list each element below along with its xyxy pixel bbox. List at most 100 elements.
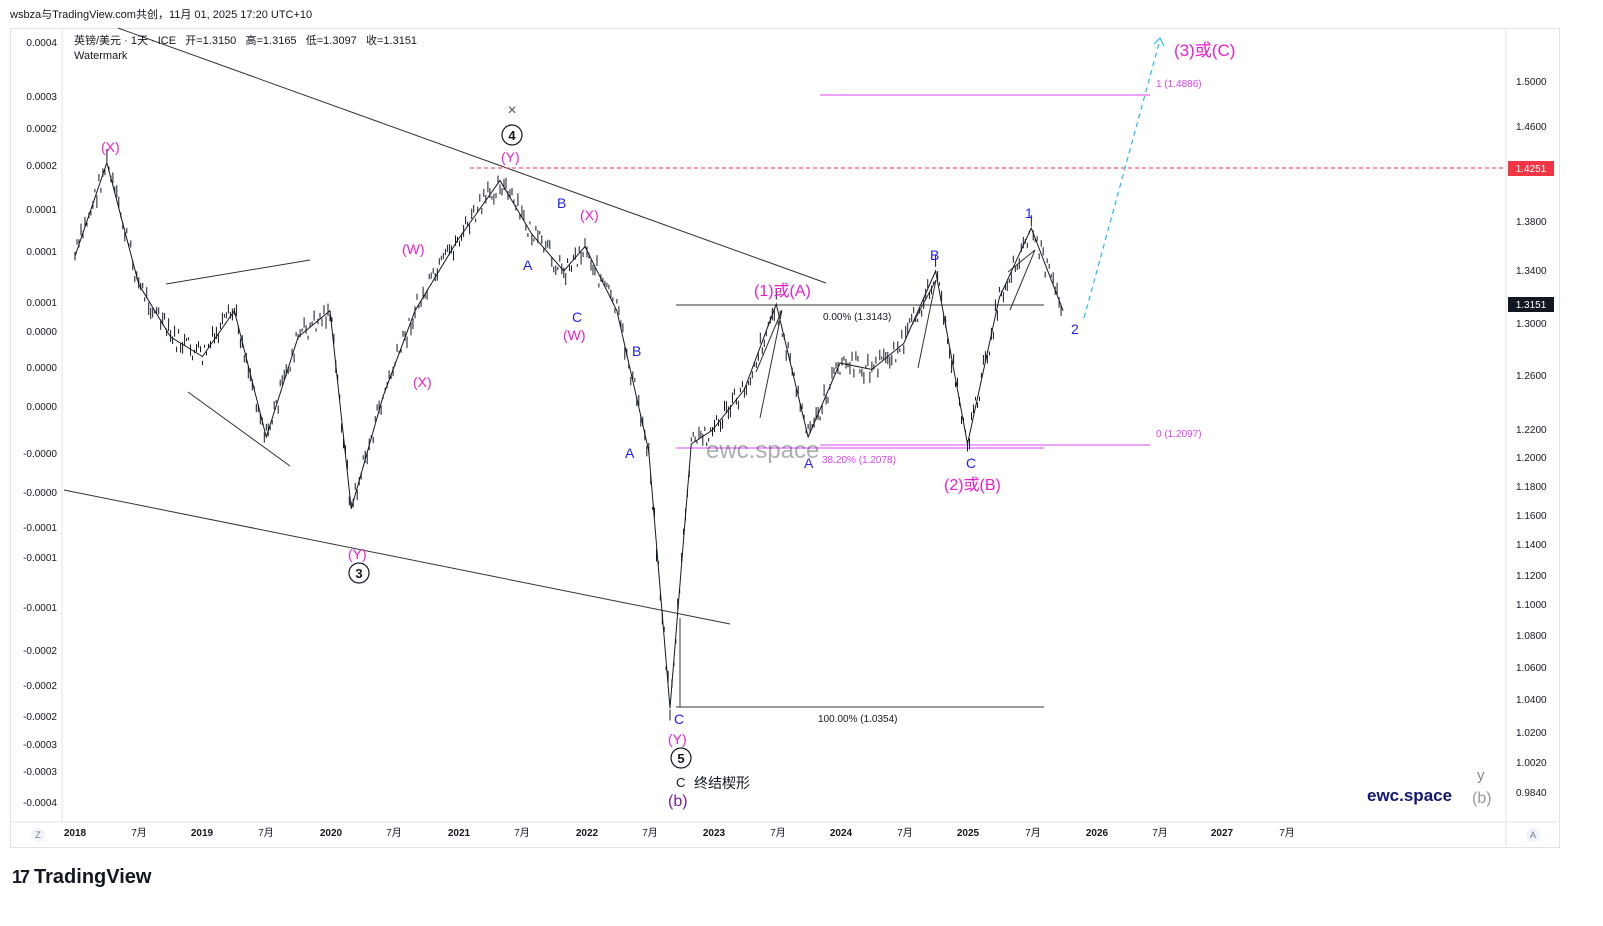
circled-4-text: 4 (508, 128, 516, 143)
legend-open: =1.3150 (196, 35, 237, 47)
legend-symbol: 英镑/美元 · 1天 · ICE (74, 35, 177, 47)
wave-b-paren: (b) (668, 793, 688, 810)
left-axis-tick: -0.0001 (23, 603, 57, 614)
ret-100-label: 100.00% (1.0354) (818, 714, 898, 725)
time-axis-tick: 2019 (191, 828, 214, 839)
wave-1-blue: 1 (1025, 205, 1033, 221)
blue-wave-labels: B A C B A C A B C 1 2 (523, 195, 1079, 727)
time-axis-tick: 7月 (386, 827, 402, 839)
wave-b-2024: B (930, 247, 939, 263)
wave-2-or-b: (2)或(B) (944, 476, 1001, 494)
wave-w-2022: (W) (563, 327, 586, 343)
left-axis-tick: -0.0002 (23, 681, 57, 692)
circled-5-text: 5 (677, 751, 684, 766)
chart-legend: 英镑/美元 · 1天 · ICE 开=1.3150 高=1.3165 低=1.3… (74, 34, 417, 64)
right-axis-tick: 1.0800 (1516, 631, 1547, 642)
left-axis-tick: -0.0000 (23, 449, 57, 460)
wave-y-2021: (Y) (501, 149, 520, 165)
left-axis-tick: -0.0003 (23, 767, 57, 778)
cross-icon: × (507, 102, 516, 119)
left-axis-tick: 0.0000 (26, 363, 57, 374)
time-axis-tick: 2024 (830, 828, 853, 839)
price-series-line[interactable] (74, 160, 1064, 709)
time-axis-tick: 7月 (642, 827, 658, 839)
wave-a-2022: A (625, 445, 635, 461)
upper-channel-line[interactable] (117, 27, 827, 284)
right-axis-tick: 0.9840 (1516, 788, 1547, 799)
wave-c-low: C (674, 711, 684, 727)
time-axis-tick: 7月 (131, 827, 147, 839)
left-axis-tick: -0.0003 (23, 740, 57, 751)
legend-open-label: 开 (185, 35, 197, 47)
magenta-wave-labels: (X) (W) (X) (Y) (Y) (X) (W) (Y) (1)或(A) … (101, 41, 1235, 747)
legend-low: =1.3097 (316, 35, 357, 47)
right-axis-tick: 1.0400 (1516, 695, 1547, 706)
left-axis-tick: 0.0004 (26, 38, 57, 49)
circled-3-text: 3 (355, 566, 362, 581)
time-axis-tick: 2023 (703, 828, 726, 839)
left-axis-tick: 0.0000 (26, 327, 57, 338)
time-axis-tick: 7月 (1152, 827, 1168, 839)
left-axis-tick: -0.0001 (23, 523, 57, 534)
corner-watermark: ewc.space (1367, 786, 1452, 805)
wave-2-blue: 2 (1071, 321, 1079, 337)
chart-frame (10, 28, 1560, 848)
circled-wave-5: 5 (670, 747, 692, 769)
wave-y-2022: (Y) (668, 731, 687, 747)
wave-x-2022: (X) (580, 207, 599, 223)
time-axis-tick: 2018 (64, 828, 87, 839)
time-axis: 2018 7月 2019 7月 2020 7月 2021 7月 2022 7月 2023 7月 2024… (64, 827, 1295, 839)
tradingview-logo[interactable]: 17 TradingView (12, 866, 151, 889)
terminal-wedge-label: 终结楔形 (694, 775, 750, 791)
left-axis-tick: -0.0004 (23, 798, 57, 809)
wedge-2024[interactable] (911, 279, 937, 369)
time-axis-tick: 2025 (957, 828, 980, 839)
circled-wave-4: 4 (501, 124, 523, 146)
left-axis: 0.0004 0.0003 0.0002 0.0002 0.0001 0.0001 0.00… (23, 38, 57, 809)
left-axis-tick: 0.0002 (26, 161, 57, 172)
projection-arrow-icon (1153, 36, 1165, 47)
time-axis-tick: 7月 (514, 827, 530, 839)
right-axis-tick: 1.3400 (1516, 266, 1547, 277)
red-level-badge (1508, 161, 1554, 176)
legend-close-label: 收 (365, 35, 377, 47)
wave-a-2021: A (523, 257, 533, 273)
legend-ohlc-row: 英镑/美元 · 1天 · ICE 开=1.3150 高=1.3165 低=1.3… (74, 34, 417, 49)
wedge-2025[interactable] (1007, 249, 1036, 311)
wave-c-black: C (676, 775, 685, 790)
wave-c-2024: C (966, 455, 976, 471)
wedge-2023[interactable] (755, 309, 783, 419)
center-watermark: ewc.space (706, 437, 819, 464)
lower-channel-line[interactable] (63, 489, 731, 625)
left-axis-tick: -0.0001 (23, 553, 57, 564)
auto-scale-button[interactable]: A (1526, 828, 1540, 842)
zoom-left-button[interactable]: Z (31, 828, 45, 842)
price-series-bars (74, 148, 1062, 721)
fib-1-label: 1 (1.4886) (1156, 79, 1202, 90)
wave-x-2018: (X) (101, 139, 120, 155)
left-axis-tick: -0.0000 (23, 488, 57, 499)
wave-3-or-c: (3)或(C) (1174, 41, 1235, 60)
right-axis-tick: 1.2200 (1516, 425, 1547, 436)
legend-high-label: 高 (245, 35, 257, 47)
fib-0-label: 0 (1.2097) (1156, 429, 1202, 440)
legend-watermark: Watermark (74, 50, 128, 62)
right-axis-tick: 1.2000 (1516, 453, 1547, 464)
time-axis-tick: 7月 (1025, 827, 1041, 839)
ret-382-label: 38.20% (1.2078) (822, 455, 896, 466)
right-axis-tick: 1.0600 (1516, 663, 1547, 674)
corner-y-label: y (1477, 767, 1485, 784)
wave-w-2020: (W) (402, 241, 425, 257)
triangle-upper-line[interactable] (165, 259, 311, 285)
time-axis-tick: 7月 (1279, 827, 1295, 839)
time-axis-tick: 7月 (770, 827, 786, 839)
left-axis-tick: 0.0003 (26, 92, 57, 103)
triangle-lower-line[interactable] (187, 391, 291, 467)
wave-1-or-a: (1)或(A) (754, 282, 811, 300)
tradingview-brand: TradingView (34, 866, 152, 888)
last-price-badge (1508, 297, 1554, 312)
left-axis-tick: 0.0001 (26, 205, 57, 216)
projection-path[interactable] (1083, 39, 1161, 319)
right-axis-tick: 1.1800 (1516, 482, 1547, 493)
